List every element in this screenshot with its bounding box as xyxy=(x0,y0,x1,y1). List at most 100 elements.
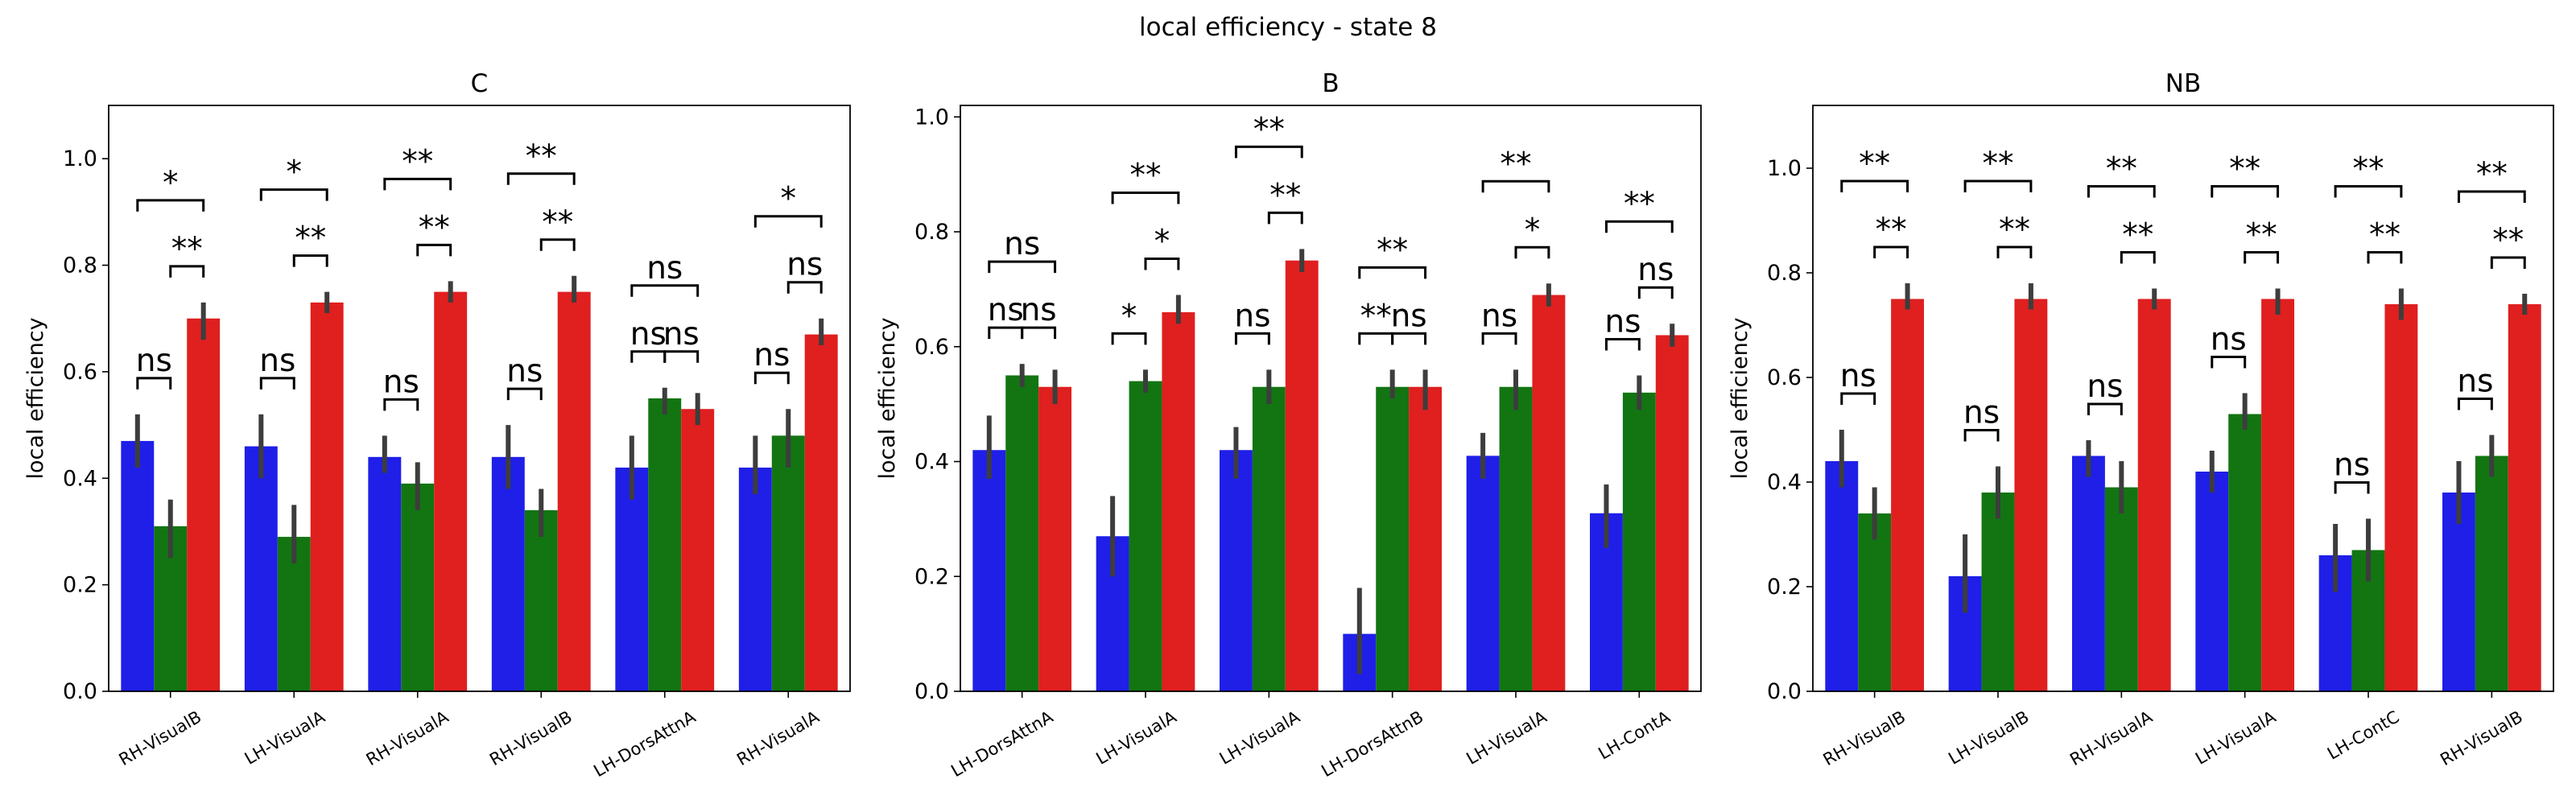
panel-2-significance-bracket xyxy=(2087,402,2123,415)
panel-1-significance-bracket xyxy=(1358,266,1427,279)
panel-1-significance-label: ns xyxy=(1004,226,1040,262)
panel-1-y-tick-label: 1.0 xyxy=(914,105,949,130)
panel-2-bar xyxy=(2137,299,2171,691)
panel-0-y-axis-label: local efficiency xyxy=(23,317,48,479)
panel-0-significance-label: ** xyxy=(171,231,203,267)
panel-2-significance-label: ** xyxy=(1859,146,1890,182)
panel-2-significance-bracket xyxy=(2367,251,2403,264)
panel-0-bar xyxy=(310,302,344,691)
panel-2-significance-label: ** xyxy=(2369,217,2401,254)
panel-1-significance-bracket xyxy=(1111,192,1180,204)
panel-2-significance-bracket xyxy=(2244,251,2280,264)
panel-0-bar xyxy=(524,509,558,691)
panel-2-significance-label: ns xyxy=(2457,364,2493,400)
panel-1-bar xyxy=(1622,392,1656,691)
panel-0-significance-label: ns xyxy=(136,343,172,379)
panel-1-significance-label: * xyxy=(1525,212,1541,248)
panel-1-significance-bracket xyxy=(1514,245,1550,259)
panel-1-significance-label: ns xyxy=(1021,292,1057,328)
panel-1-significance-label: ** xyxy=(1360,298,1392,334)
panel-2-bar xyxy=(1825,461,1859,691)
panel-1-significance-bracket xyxy=(1391,332,1427,345)
panel-1-significance-bracket xyxy=(1234,332,1270,345)
panel-2-significance-label: ** xyxy=(1983,146,2014,182)
panel-1-bar xyxy=(1252,386,1286,691)
panel-0-significance-label: ns xyxy=(646,250,683,287)
panel-1-x-tick-label: LH-DorsAttnA xyxy=(947,707,1056,781)
panel-2-significance-bracket xyxy=(2490,256,2526,269)
panel-2-significance-label: ** xyxy=(1876,212,1907,248)
panel-1-bar xyxy=(1466,456,1500,691)
panel-1-significance-label: ** xyxy=(1377,232,1408,268)
panel-1-bar xyxy=(1409,386,1442,691)
panel-0-significance-label: ns xyxy=(786,247,823,283)
panel-2-significance-label: ns xyxy=(1963,395,2000,431)
panel-0-x-tick-label: RH-VisualA xyxy=(733,707,823,769)
panel-1-significance-bracket xyxy=(988,326,1024,340)
panel-1-significance-label: * xyxy=(1154,224,1170,260)
panel-2-bar xyxy=(2195,472,2229,691)
panel-0-significance-label: ns xyxy=(506,353,543,390)
panel-0-y-tick-label: 1.0 xyxy=(63,146,97,171)
panel-2-significance-bracket xyxy=(2120,251,2156,264)
panel-0-significance-label: ** xyxy=(419,209,450,245)
panel-2-x-tick-label: LH-VisualA xyxy=(2192,707,2280,769)
panel-0-significance-label: ns xyxy=(383,364,419,400)
panel-1-significance-label: ns xyxy=(1481,298,1517,334)
panel-0-significance-label: ** xyxy=(402,143,433,179)
panel-1-y-tick-label: 0.6 xyxy=(914,335,949,360)
panel-0-significance-bracket xyxy=(663,350,700,363)
panel-2-bar xyxy=(2228,414,2262,691)
panel-1-significance-label: ** xyxy=(1269,177,1301,213)
panel-0-bar xyxy=(648,398,682,691)
panel-2-bar xyxy=(2014,299,2048,691)
panel-2-bar xyxy=(2261,299,2294,691)
panel-1-bar xyxy=(972,450,1006,691)
panel-2-bar xyxy=(2475,456,2508,691)
panel-0-significance-bracket xyxy=(383,177,452,191)
panel-1-bar xyxy=(1038,386,1071,691)
panel-0-significance-bracket xyxy=(259,188,328,201)
panel-2-x-tick-label: LH-ContC xyxy=(2324,707,2403,764)
panel-0-significance-bracket xyxy=(169,265,205,278)
panel-0-y-tick-label: 0.2 xyxy=(63,573,97,598)
panel-1-significance-label: ** xyxy=(1130,158,1162,194)
panel-0-title: C xyxy=(471,69,489,98)
panel-2-bar xyxy=(1891,299,1924,691)
panel-0-x-tick-label: RH-VisualB xyxy=(486,707,576,770)
panel-0-bar xyxy=(615,468,649,691)
panel-1-significance-bracket xyxy=(988,260,1057,274)
panel-0-significance-bracket xyxy=(786,281,823,294)
panel-0-x-tick-label: LH-DorsAttnA xyxy=(590,707,699,781)
panel-0-significance-label: ns xyxy=(663,316,700,352)
panel-0-bar xyxy=(681,409,715,691)
panel-0-significance-bracket xyxy=(416,243,452,257)
figure-title: local efficiency - state 8 xyxy=(1139,13,1437,42)
panel-2-significance-bracket xyxy=(2457,398,2493,410)
panel-0-bar xyxy=(244,446,278,691)
panel-2-significance-bracket xyxy=(1996,245,2033,258)
panel-0-bar xyxy=(121,440,155,691)
panel-0-x-tick-label: RH-VisualA xyxy=(363,707,452,769)
panel-1-significance-bracket xyxy=(1267,211,1303,225)
panel-0-y-tick-label: 0.8 xyxy=(63,254,97,278)
panel-2-significance-bracket xyxy=(1840,392,1876,405)
panel-1-x-tick-label: LH-DorsAttnB xyxy=(1318,707,1426,781)
panel-1-significance-label: ns xyxy=(1604,303,1641,340)
panel-1-significance-bracket xyxy=(1358,332,1394,345)
panel-2-axes-frame xyxy=(1812,105,2554,692)
panel-0-bar xyxy=(368,456,402,691)
panel-1-significance-label: ns xyxy=(1234,298,1270,334)
panel-1-significance-label: ** xyxy=(1253,111,1285,147)
panel-0-significance-label: * xyxy=(781,181,797,217)
panel-2-significance-bracket xyxy=(1963,429,2000,442)
panel-0-significance-bracket xyxy=(383,398,419,411)
panel-1-significance-bracket xyxy=(1144,258,1180,270)
panel-1-bar xyxy=(1285,260,1319,691)
panel-2-x-tick-label: RH-VisualA xyxy=(2066,707,2156,769)
panel-0-significance-bracket xyxy=(630,284,700,297)
